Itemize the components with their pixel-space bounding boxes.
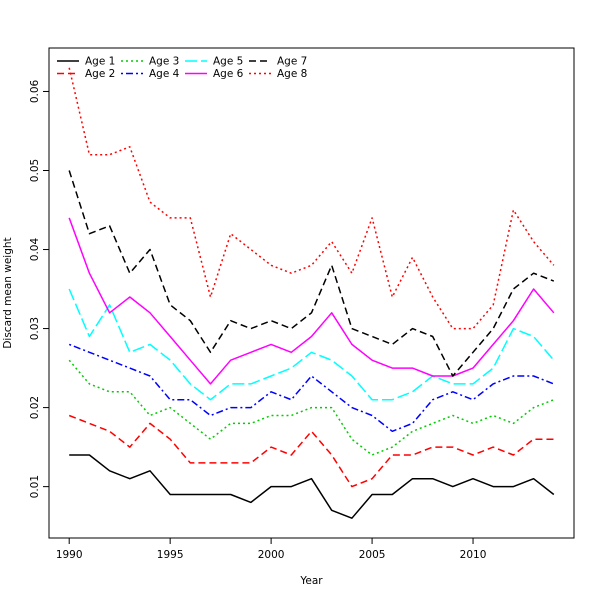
legend-item: Age 2 [57,68,115,80]
x-axis: 1990 1995 2000 2005 2010 [56,538,487,561]
legend-item: Age 4 [121,68,180,80]
legend-item: Age 5 [185,56,243,68]
series-line-age-7 [68,170,555,377]
legend-label: Age 5 [213,56,243,68]
x-tick-label: 2000 [258,549,285,561]
legend-label: Age 8 [277,68,307,80]
plot-frame [48,47,575,539]
y-tick-label: 0.06 [29,79,41,103]
x-tick-label: 1995 [157,549,184,561]
y-tick-label: 0.05 [29,159,41,182]
y-tick-label: 0.03 [29,317,41,340]
x-tick-label: 2010 [460,549,487,561]
legend-item: Age 3 [121,56,179,68]
series-line-age-4 [68,343,555,433]
series-layer [68,67,555,519]
x-axis-title: Year [299,575,323,587]
legend-label: Age 1 [85,56,115,68]
legend-label: Age 2 [85,68,115,80]
legend-item: Age 7 [249,56,307,68]
x-tick-label: 1990 [56,549,83,561]
legend-item: Age 6 [185,68,244,80]
x-tick-label: 2005 [359,549,386,561]
y-axis: 0.01 0.02 0.03 0.04 0.05 0.06 [29,79,49,498]
y-tick-label: 0.04 [29,238,41,262]
legend-label: Age 4 [149,68,180,80]
series-line-age-5 [68,288,555,401]
legend-label: Age 3 [149,56,179,68]
legend-label: Age 7 [277,56,307,68]
y-tick-label: 0.01 [29,475,41,498]
legend-item: Age 8 [249,68,307,80]
legend-item: Age 1 [57,56,115,68]
series-line-age-1 [69,454,555,519]
y-tick-label: 0.02 [29,396,41,419]
series-line-age-2 [68,414,554,488]
series-line-age-3 [68,359,555,456]
series-line-age-6 [68,217,555,385]
legend-label: Age 6 [213,68,244,80]
y-axis-title: Discard mean weight [2,237,14,348]
